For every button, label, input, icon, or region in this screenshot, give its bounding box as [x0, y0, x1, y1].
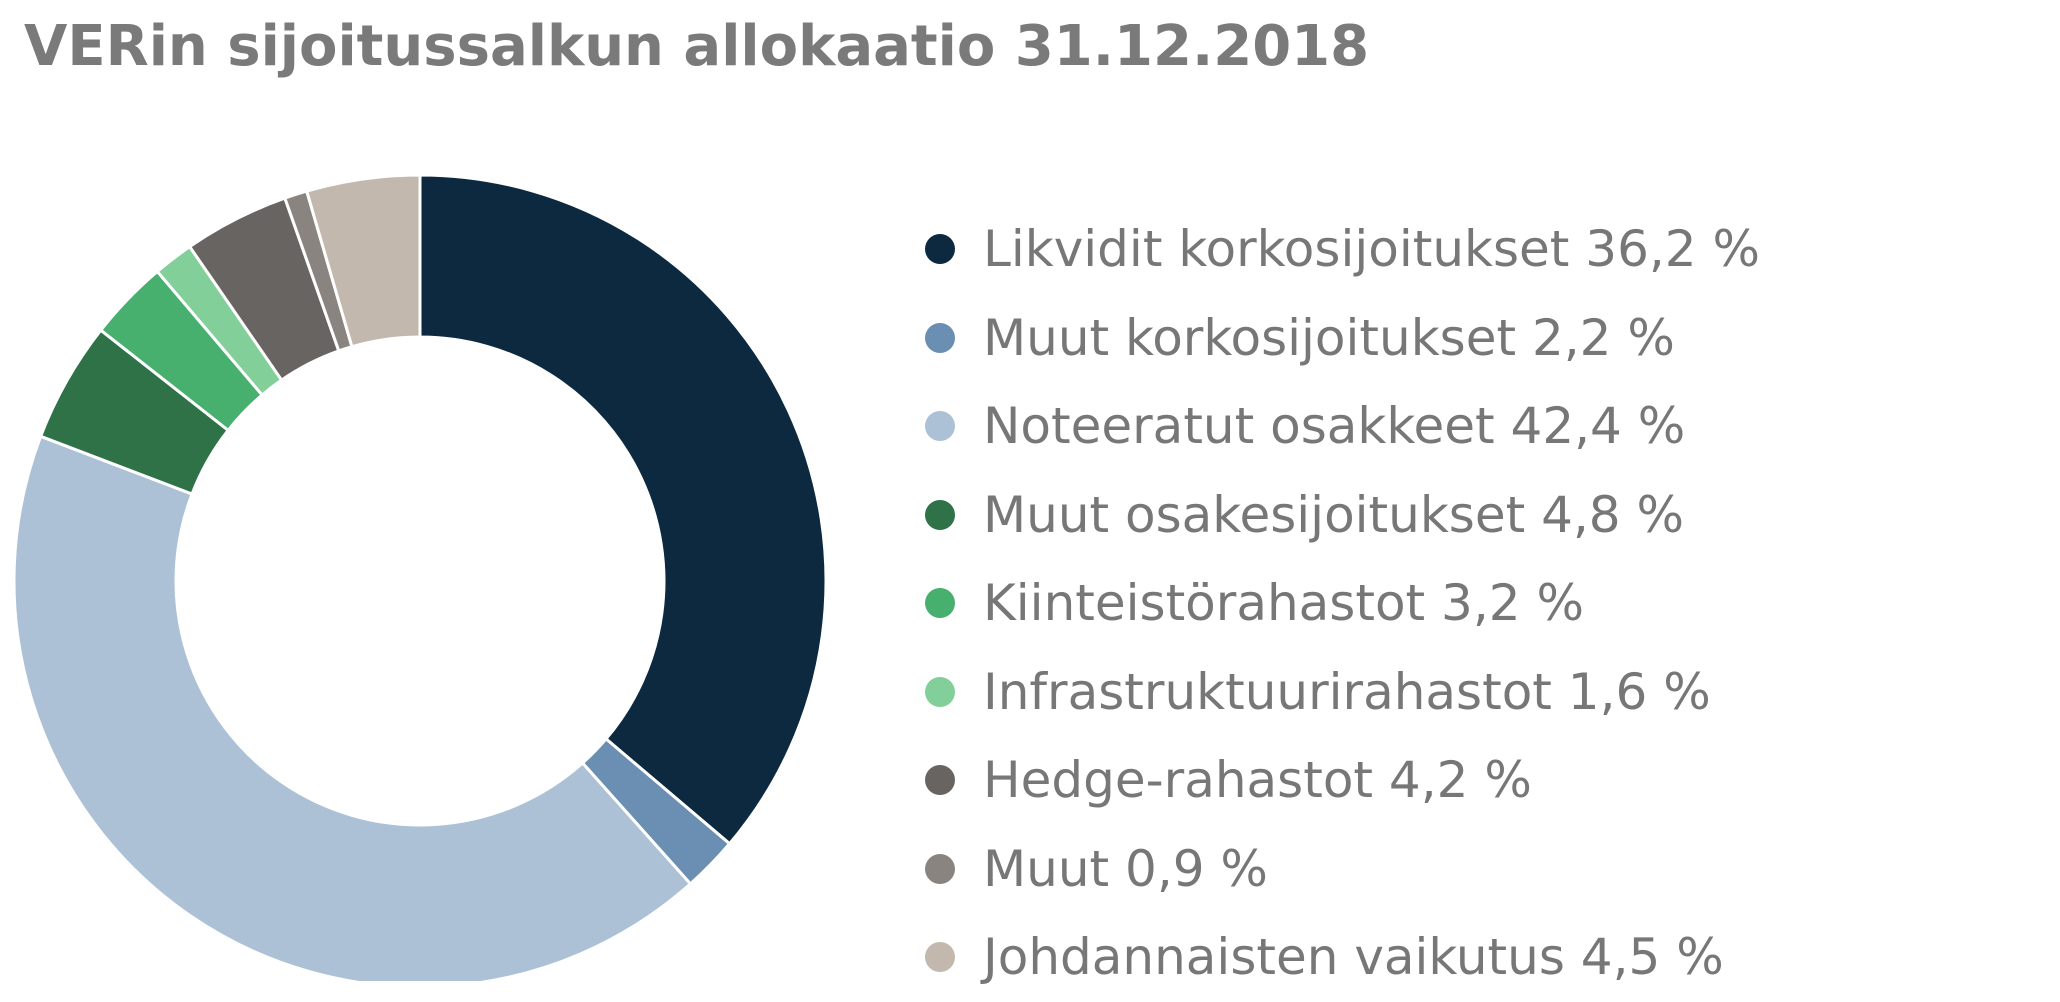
- legend-label-1: Likvidit korkosijoitukset 36,2 %: [983, 220, 1761, 279]
- legend-label-9: Johdannaisten vaikutus 4,5 %: [983, 928, 1724, 987]
- chart-legend: Likvidit korkosijoitukset 36,2 % Muut kor…: [925, 205, 1760, 1002]
- legend-item-7: Hedge-rahastot 4,2 %: [925, 736, 1760, 825]
- legend-item-2: Muut korkosijoitukset 2,2 %: [925, 294, 1760, 383]
- donut-slice-3: [12, 434, 693, 981]
- legend-item-5: Kiinteistörahastot 3,2 %: [925, 559, 1760, 648]
- legend-item-3: Noteeratut osakkeet 42,4 %: [925, 382, 1760, 471]
- legend-item-1: Likvidit korkosijoitukset 36,2 %: [925, 205, 1760, 294]
- legend-label-5: Kiinteistörahastot 3,2 %: [983, 574, 1584, 633]
- legend-swatch-8: [925, 853, 955, 884]
- legend-swatch-7: [925, 765, 955, 796]
- donut-slices: [12, 173, 828, 981]
- legend-label-6: Infrastruktuurirahastot 1,6 %: [983, 662, 1711, 721]
- legend-swatch-9: [925, 942, 955, 973]
- legend-swatch-3: [925, 411, 955, 442]
- legend-swatch-2: [925, 322, 955, 353]
- legend-swatch-5: [925, 588, 955, 619]
- legend-item-4: Muut osakesijoitukset 4,8 %: [925, 471, 1760, 560]
- legend-label-8: Muut 0,9 %: [983, 839, 1268, 898]
- legend-item-8: Muut 0,9 %: [925, 825, 1760, 914]
- donut-slice-9: [304, 173, 422, 349]
- donut-chart: [12, 173, 828, 981]
- legend-item-9: Johdannaisten vaikutus 4,5 %: [925, 913, 1760, 1002]
- legend-swatch-4: [925, 499, 955, 530]
- legend-label-4: Muut osakesijoitukset 4,8 %: [983, 485, 1685, 544]
- legend-swatch-1: [925, 234, 955, 265]
- legend-swatch-6: [925, 676, 955, 707]
- donut-slice-1: [418, 173, 828, 846]
- legend-label-7: Hedge-rahastot 4,2 %: [983, 751, 1532, 810]
- chart-title: VERin sijoitussalkun allokaatio 31.12.20…: [24, 14, 1370, 79]
- legend-label-3: Noteeratut osakkeet 42,4 %: [983, 397, 1686, 456]
- legend-label-2: Muut korkosijoitukset 2,2 %: [983, 308, 1675, 367]
- legend-item-6: Infrastruktuurirahastot 1,6 %: [925, 648, 1760, 737]
